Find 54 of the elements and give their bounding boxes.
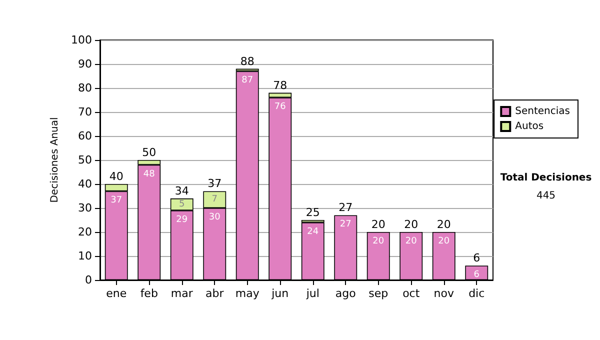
data-label: 37 <box>110 196 122 206</box>
y-tick-label: 70 <box>78 106 92 118</box>
x-tick-label: abr <box>206 287 224 300</box>
x-tick-label: dic <box>468 287 485 300</box>
total-label: 25 <box>306 206 320 219</box>
total-label: 27 <box>338 201 353 214</box>
x-tick-label: jul <box>305 287 320 300</box>
y-tick-label: 30 <box>78 202 92 214</box>
x-tick-label: mar <box>170 287 194 300</box>
data-label: 6 <box>474 270 480 280</box>
total-label: 37 <box>208 177 222 190</box>
y-tick-label: 50 <box>78 154 92 166</box>
legend-label: Autos <box>515 121 544 132</box>
data-label: 20 <box>405 236 418 246</box>
y-tick-label: 80 <box>78 82 92 94</box>
x-tick-label: nov <box>434 287 454 300</box>
data-label: 29 <box>176 214 188 225</box>
total-label: 88 <box>240 54 254 68</box>
x-tick-label: jun <box>270 287 289 300</box>
total-label: 40 <box>109 170 124 183</box>
x-tick-label: oct <box>402 287 420 300</box>
data-label: 27 <box>340 220 352 230</box>
data-label: 87 <box>242 76 254 86</box>
text: Total Decisiones <box>500 172 592 184</box>
y-tick-label: 20 <box>78 226 92 238</box>
y-tick-label: 100 <box>71 34 92 46</box>
data-label: 76 <box>274 102 286 112</box>
total-label: 34 <box>174 184 189 198</box>
x-tick-label: may <box>235 287 260 300</box>
data-label: 48 <box>143 169 156 180</box>
y-tick-label: 90 <box>78 58 92 70</box>
total-label: 20 <box>404 218 418 231</box>
y-tick-label: 10 <box>78 250 92 262</box>
total-label: 6 <box>473 252 480 265</box>
data-label: 5 <box>179 199 185 210</box>
total-label: 20 <box>436 218 451 231</box>
y-axis-title: Decisiones Anual <box>50 117 61 203</box>
total-label: 20 <box>371 218 386 231</box>
x-tick-label: feb <box>140 287 158 300</box>
data-label: 24 <box>307 226 319 237</box>
x-tick-label: ene <box>106 287 127 300</box>
y-tick-label: 60 <box>78 130 92 142</box>
total-label: 78 <box>273 78 288 92</box>
y-tick-label: 40 <box>78 178 92 190</box>
y-tick-label: 0 <box>85 274 92 286</box>
data-label: 20 <box>372 236 384 246</box>
x-tick-label: sep <box>368 287 388 300</box>
total-label: 50 <box>142 146 156 159</box>
data-label: 20 <box>438 236 450 246</box>
x-tick-label: ago <box>335 287 356 300</box>
text: 445 <box>536 190 556 202</box>
legend-label: Sentencias <box>515 106 570 117</box>
data-label: 30 <box>208 212 221 222</box>
data-label: 7 <box>212 194 218 205</box>
